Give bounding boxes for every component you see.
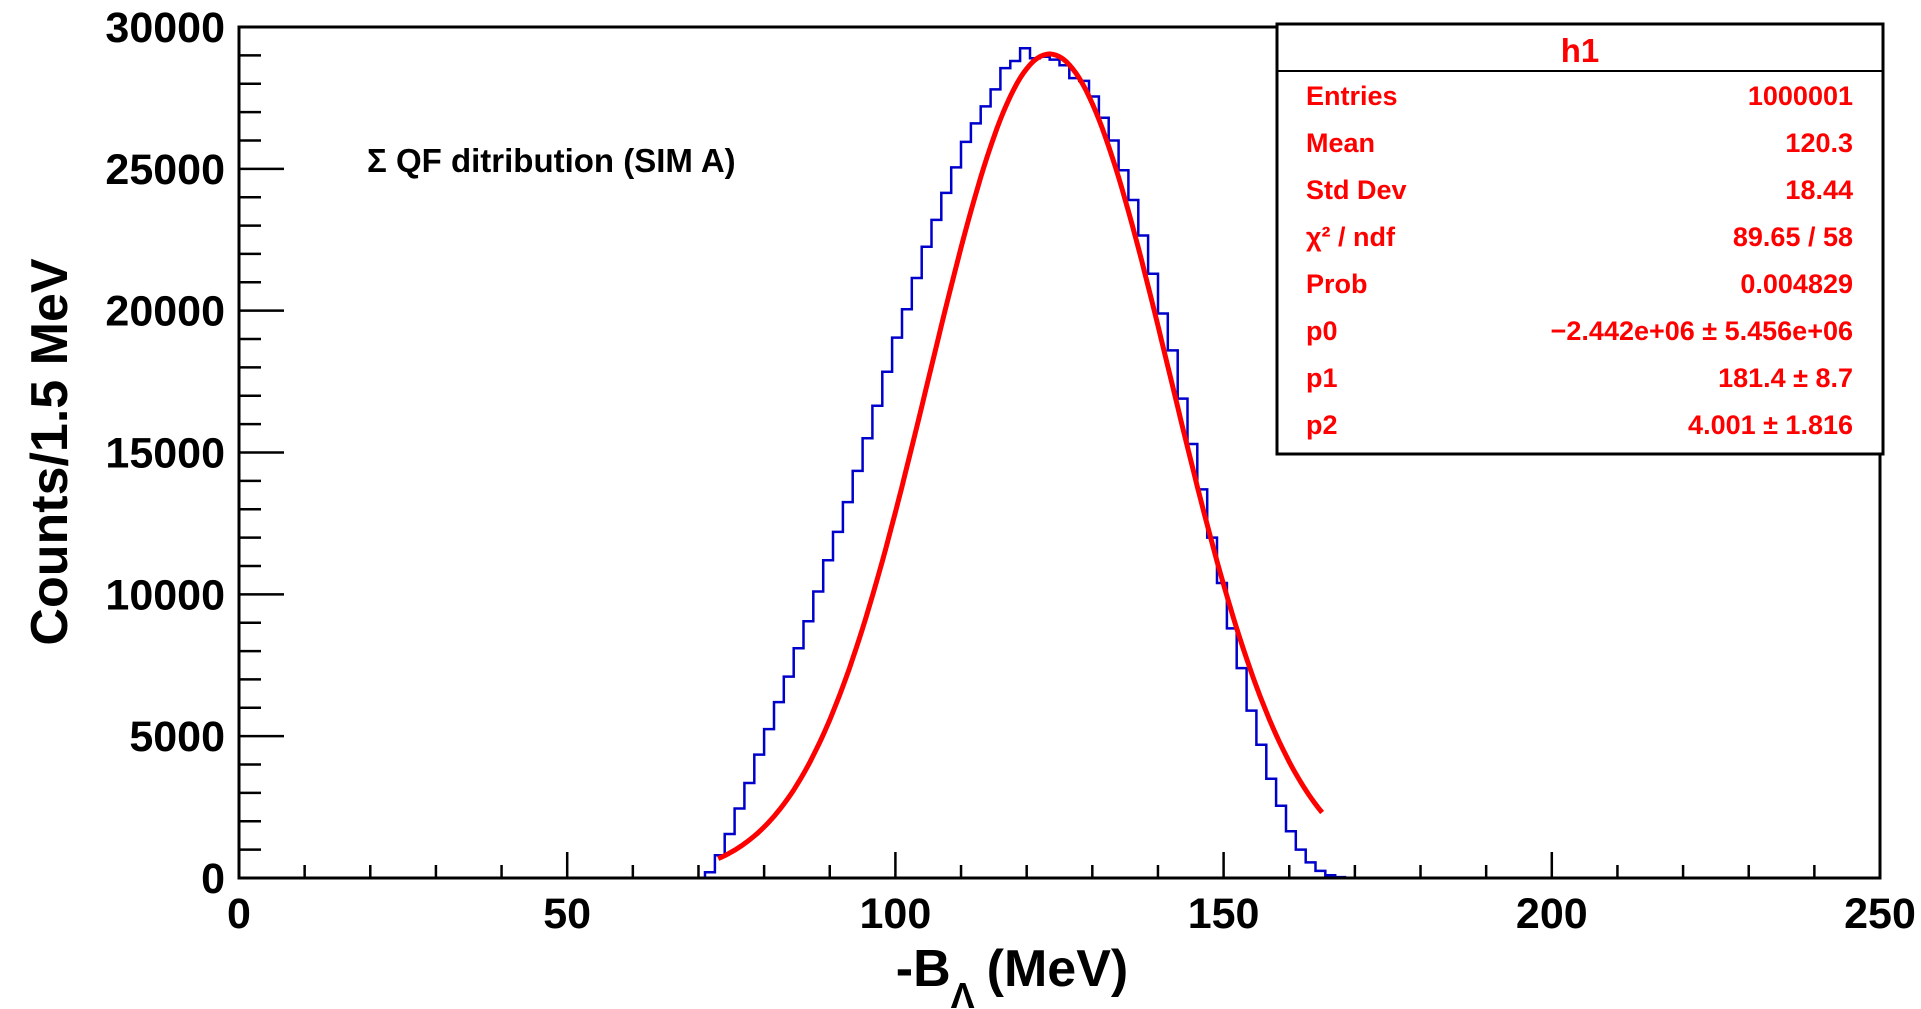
y-tick-label: 25000 — [105, 146, 225, 194]
y-tick-label: 5000 — [129, 713, 225, 761]
stats-row-value: 1000001 — [1748, 81, 1853, 111]
stats-row-value: 120.3 — [1785, 128, 1853, 158]
y-tick-label: 15000 — [105, 430, 225, 478]
x-axis-title: -BΛ (MeV) — [896, 940, 1128, 1009]
x-tick-label: 0 — [227, 890, 251, 938]
annotation-text: Σ QF ditribution (SIM A) — [367, 142, 736, 179]
x-axis-title-subscript: Λ — [951, 975, 975, 1009]
fit-curve — [718, 54, 1322, 859]
stats-row-label: p2 — [1306, 410, 1338, 440]
stats-row-label: p0 — [1306, 316, 1338, 346]
stats-row-value: 18.44 — [1785, 175, 1853, 205]
y-tick-label: 30000 — [105, 4, 225, 52]
y-axis-title: Counts/1.5 MeV — [21, 258, 79, 645]
stats-title: h1 — [1561, 32, 1600, 69]
stats-row-value: 4.001 ± 1.816 — [1688, 410, 1853, 440]
stats-row-value: −2.442e+06 ± 5.456e+06 — [1551, 316, 1853, 346]
y-tick-label: 0 — [201, 855, 225, 903]
stats-row-label: p1 — [1306, 363, 1338, 393]
x-tick-label: 150 — [1188, 890, 1260, 938]
stats-row-value: 181.4 ± 8.7 — [1718, 363, 1853, 393]
x-axis-title-units: (MeV) — [987, 940, 1129, 998]
stats-row-value: 89.65 / 58 — [1733, 222, 1853, 252]
stats-row-label: χ² / ndf — [1306, 222, 1396, 252]
stats-row-label: Mean — [1306, 128, 1375, 158]
stats-row-value: 0.004829 — [1740, 269, 1853, 299]
stats-row-label: Prob — [1306, 269, 1368, 299]
stats-row-label: Entries — [1306, 81, 1398, 111]
x-tick-label: 50 — [543, 890, 591, 938]
histogram-series — [705, 48, 1345, 878]
x-tick-label: 250 — [1844, 890, 1916, 938]
y-tick-labels: 0 5000 10000 15000 20000 25000 30000 — [105, 4, 225, 903]
x-tick-labels: 0 50 100 150 200 250 — [227, 890, 1916, 938]
x-tick-label: 100 — [860, 890, 932, 938]
y-tick-label: 10000 — [105, 571, 225, 619]
stats-box: h1 Entries 1000001 Mean 120.3 Std Dev 18.44 χ²… — [1277, 24, 1883, 454]
x-axis-title-main: -B — [896, 940, 951, 998]
x-tick-label: 200 — [1516, 890, 1588, 938]
y-tick-label: 20000 — [105, 288, 225, 336]
stats-row-label: Std Dev — [1306, 175, 1407, 205]
